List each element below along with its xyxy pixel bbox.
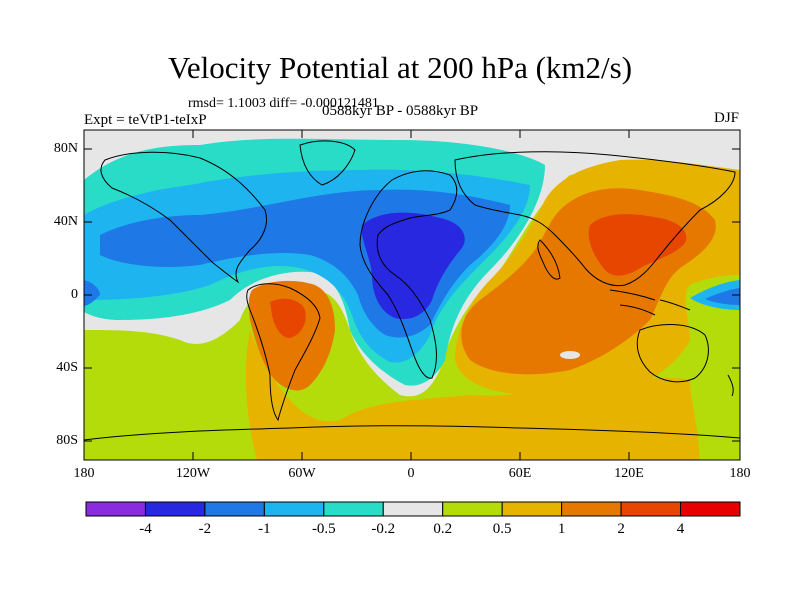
contour-field <box>84 130 740 460</box>
lat-label-40s: 40S <box>56 360 78 375</box>
colorbar-swatch <box>382 501 444 517</box>
field-minus-4 <box>361 212 465 320</box>
lat-label-80n: 80N <box>53 141 78 156</box>
rmsd-diff-stats: rmsd= 1.1003 diff= -0.000121481 <box>188 96 379 111</box>
colorbar-tick-label: -2 <box>198 521 212 537</box>
colorbar-swatch <box>263 501 325 517</box>
lon-label-120e: 120E <box>614 466 644 481</box>
colorbar-swatch <box>204 501 265 517</box>
colorbar-tick-label: -1 <box>258 521 271 537</box>
colorbar-swatch <box>620 501 682 517</box>
colorbar-tick-label: -0.5 <box>311 521 336 537</box>
colorbar-swatch <box>442 501 503 517</box>
colorbar-swatch <box>680 501 741 517</box>
period-label: 0588kyr BP - 0588kyr BP <box>322 103 479 119</box>
colorbar-swatch <box>561 501 622 517</box>
colorbar-tick-label: 0.2 <box>433 521 453 537</box>
lat-label-40n: 40N <box>53 214 78 229</box>
southern-orange-band <box>245 330 700 460</box>
coastlines <box>84 140 740 441</box>
colorbar-tick-label: 0.5 <box>492 521 512 537</box>
lon-label-60w: 60W <box>288 466 316 481</box>
field-plus-4 <box>588 214 687 276</box>
plot-title: Velocity Potential at 200 hPa (km2/s) <box>167 50 633 85</box>
south-america-plus-4 <box>270 298 306 338</box>
colorbar-swatch <box>85 501 146 517</box>
lat-label-80s: 80S <box>56 433 78 448</box>
colorbar-tick-label: -0.2 <box>371 521 396 537</box>
small-neutral-patch <box>560 351 580 359</box>
colorbar <box>85 501 741 517</box>
lon-label-60e: 60E <box>508 466 532 481</box>
colorbar-swatch <box>323 501 384 517</box>
colorbar-tick-label: -4 <box>139 521 152 537</box>
colorbar-tick-label: 1 <box>557 521 566 537</box>
colorbar-swatch <box>501 501 563 517</box>
west-edge-negative <box>84 280 100 306</box>
colorbar-swatch <box>144 501 206 517</box>
lon-label-120w: 120W <box>175 466 211 481</box>
axis-ticks <box>84 130 740 460</box>
season-label: DJF <box>713 110 739 126</box>
lon-label-180e: 180 <box>729 466 751 481</box>
lon-label-0: 0 <box>407 466 415 481</box>
colorbar-tick-label: 4 <box>676 521 685 537</box>
lat-label-0: 0 <box>71 287 78 302</box>
lon-label-180w: 180 <box>73 466 95 481</box>
experiment-label: Expt = teVtP1-teIxP <box>84 112 207 128</box>
east-pacific-negative-core <box>705 288 740 305</box>
colorbar-tick-label: 2 <box>617 521 625 537</box>
